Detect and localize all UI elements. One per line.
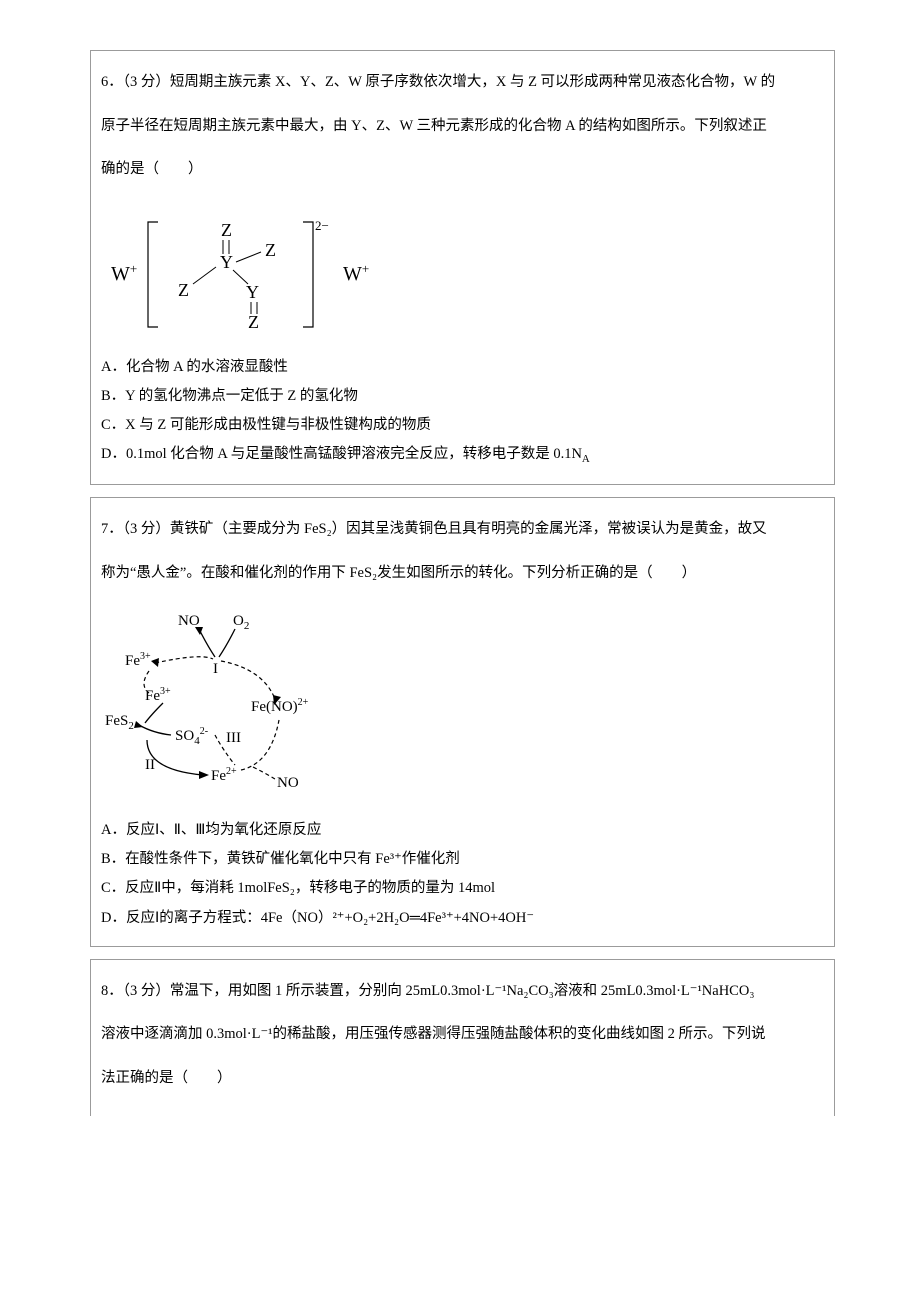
q6-option-d-sub: A bbox=[582, 453, 590, 465]
q7-no-bottom: NO bbox=[277, 775, 299, 791]
q7-figure: NO O2 I Fe3+ Fe3+ Fe(NO)2+ FeS2 SO42- II… bbox=[103, 605, 824, 805]
q7-fe3-upper: Fe3+ bbox=[125, 651, 151, 669]
q7-stem-line-2: 称为“愚人金”。在酸和催化剂的作用下 FeS₂发生如图所示的转化。下列分析正确的… bbox=[101, 565, 696, 581]
q6-figure: W+ 2− W+ Z Y Z Z Y Z bbox=[103, 202, 824, 342]
q7-option-a: A．反应Ⅰ、Ⅱ、Ⅲ均为氧化还原反应 bbox=[101, 817, 824, 843]
q7-feno: Fe(NO)2+ bbox=[251, 697, 309, 715]
q7-stem-line-1: 7．（3 分）黄铁矿（主要成分为 FeS₂）因其呈浅黄铜色且具有明亮的金属光泽，… bbox=[101, 521, 767, 537]
right-bracket-icon bbox=[303, 222, 313, 327]
q6-y-top: Y bbox=[220, 252, 233, 272]
q7-stem: 7．（3 分）黄铁矿（主要成分为 FeS₂）因其呈浅黄铜色且具有明亮的金属光泽，… bbox=[101, 508, 824, 595]
dash-arc-right bbox=[221, 661, 275, 699]
dash-no-branch bbox=[253, 767, 275, 779]
arrow-no-down bbox=[199, 629, 215, 657]
q6-option-d: D．0.1mol 化合物 A 与足量酸性高锰酸钾溶液完全反应，转移电子数是 0.… bbox=[101, 441, 824, 469]
q7-options: A．反应Ⅰ、Ⅱ、Ⅲ均为氧化还原反应 B．在酸性条件下，黄铁矿催化氧化中只有 Fe… bbox=[101, 811, 824, 930]
q6-options: A．化合物 A 的水溶液显酸性 B．Y 的氢化物沸点一定低于 Z 的氢化物 C．… bbox=[101, 348, 824, 470]
q6-option-c: C．X 与 Z 可能形成由极性键与非极性键构成的物质 bbox=[101, 412, 824, 438]
q6-z-left: Z bbox=[178, 280, 189, 300]
q8-stem: 8．（3 分）常温下，用如图 1 所示装置，分别向 25mL0.3mol·L⁻¹… bbox=[101, 970, 824, 1101]
q7-fes2: FeS2 bbox=[105, 713, 134, 732]
q7-label-I: I bbox=[213, 661, 218, 677]
question-8: 8．（3 分）常温下，用如图 1 所示装置，分别向 25mL0.3mol·L⁻¹… bbox=[90, 959, 835, 1117]
q7-option-b: B．在酸性条件下，黄铁矿催化氧化中只有 Fe³⁺作催化剂 bbox=[101, 846, 824, 872]
q8-stem-line-1: 8．（3 分）常温下，用如图 1 所示装置，分别向 25mL0.3mol·L⁻¹… bbox=[101, 983, 754, 999]
q7-option-d: D．反应Ⅰ的离子方程式：4Fe（NO）²⁺+O₂+2H₂O═4Fe³⁺+4NO+… bbox=[101, 905, 824, 931]
q6-w-right: W+ bbox=[343, 261, 369, 285]
q6-option-d-text: D．0.1mol 化合物 A 与足量酸性高锰酸钾溶液完全反应，转移电子数是 0.… bbox=[101, 446, 582, 462]
q7-option-c: C．反应Ⅱ中，每消耗 1molFeS₂，转移电子的物质的量为 14mol bbox=[101, 875, 824, 901]
q7-label-III: III bbox=[226, 730, 241, 746]
q6-stem-line-1: 6．（3 分）短周期主族元素 X、Y、Z、W 原子序数依次增大，X 与 Z 可以… bbox=[101, 74, 775, 90]
q7-cycle-svg: NO O2 I Fe3+ Fe3+ Fe(NO)2+ FeS2 SO42- II… bbox=[103, 605, 333, 800]
q7-fe3-mid: Fe3+ bbox=[145, 686, 171, 704]
q6-z-top: Z bbox=[221, 220, 232, 240]
dash-fe2-up bbox=[241, 720, 279, 770]
q6-z-bottom: Z bbox=[248, 312, 259, 332]
q7-label-II: II bbox=[145, 757, 155, 773]
arrow-fes2-so4 bbox=[139, 725, 171, 735]
q6-z-right: Z bbox=[265, 240, 276, 260]
dash-arc-upper bbox=[155, 657, 213, 663]
question-7: 7．（3 分）黄铁矿（主要成分为 FeS₂）因其呈浅黄铜色且具有明亮的金属光泽，… bbox=[90, 497, 835, 946]
q6-stem-line-2: 原子半径在短周期主族元素中最大，由 Y、Z、W 三种元素形成的化合物 A 的结构… bbox=[101, 118, 767, 134]
q6-w-left: W+ bbox=[111, 261, 137, 285]
q6-option-b: B．Y 的氢化物沸点一定低于 Z 的氢化物 bbox=[101, 383, 824, 409]
q6-option-a: A．化合物 A 的水溶液显酸性 bbox=[101, 354, 824, 380]
q6-stem: 6．（3 分）短周期主族元素 X、Y、Z、W 原子序数依次增大，X 与 Z 可以… bbox=[101, 61, 824, 192]
q7-fe2p: Fe2+ bbox=[211, 766, 237, 784]
q7-so4: SO42- bbox=[175, 726, 208, 747]
q6-charge: 2− bbox=[315, 218, 329, 233]
arrow-o2-down bbox=[219, 629, 235, 657]
q6-y-bottom: Y bbox=[246, 282, 259, 302]
q6-structure-svg: W+ 2− W+ Z Y Z Z Y Z bbox=[103, 202, 383, 342]
q8-stem-line-2: 溶液中逐滴滴加 0.3mol·L⁻¹的稀盐酸，用压强传感器测得压强随盐酸体积的变… bbox=[101, 1026, 766, 1042]
q7-no-top: NO bbox=[178, 613, 200, 629]
question-6: 6．（3 分）短周期主族元素 X、Y、Z、W 原子序数依次增大，X 与 Z 可以… bbox=[90, 50, 835, 485]
q6-stem-line-3: 确的是（ ） bbox=[101, 161, 203, 177]
left-bracket-icon bbox=[148, 222, 158, 327]
q7-o2-top: O2 bbox=[233, 613, 249, 632]
q8-stem-line-3: 法正确的是（ ） bbox=[101, 1070, 232, 1086]
